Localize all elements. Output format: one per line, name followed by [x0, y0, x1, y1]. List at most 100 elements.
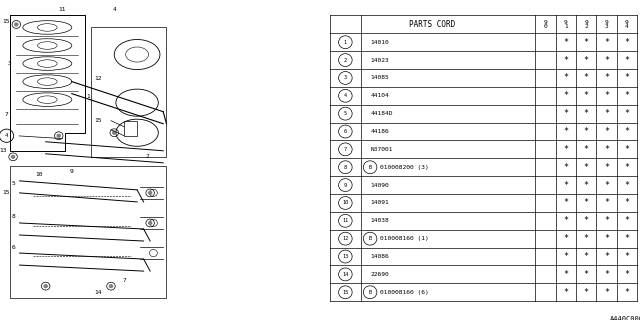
- Text: *: *: [604, 38, 609, 47]
- Text: *: *: [563, 198, 568, 207]
- Text: 14091: 14091: [371, 200, 390, 205]
- Circle shape: [148, 191, 152, 195]
- Text: *: *: [624, 145, 629, 154]
- Text: 13: 13: [342, 254, 349, 259]
- Text: *: *: [563, 270, 568, 279]
- Text: *: *: [624, 163, 629, 172]
- Text: 9
1: 9 1: [564, 20, 568, 29]
- Text: *: *: [604, 91, 609, 100]
- Text: 7: 7: [344, 147, 347, 152]
- Text: *: *: [624, 180, 629, 189]
- Text: 15: 15: [3, 19, 10, 24]
- Text: *: *: [563, 109, 568, 118]
- Text: *: *: [624, 270, 629, 279]
- Bar: [10, 166, 166, 298]
- Text: 10: 10: [35, 172, 43, 177]
- Text: PARTS CORD: PARTS CORD: [410, 20, 456, 29]
- Text: 10: 10: [342, 200, 349, 205]
- Text: *: *: [584, 145, 589, 154]
- Circle shape: [11, 155, 15, 159]
- Text: 9
4: 9 4: [625, 20, 628, 29]
- Text: *: *: [604, 163, 609, 172]
- Text: *: *: [584, 216, 589, 225]
- Circle shape: [14, 22, 19, 27]
- Text: *: *: [563, 216, 568, 225]
- Text: 9
3: 9 3: [605, 20, 608, 29]
- Text: *: *: [624, 198, 629, 207]
- Text: B: B: [369, 290, 372, 295]
- Circle shape: [109, 284, 113, 288]
- Text: 2: 2: [145, 154, 148, 159]
- Text: 15: 15: [3, 190, 10, 196]
- Text: *: *: [563, 127, 568, 136]
- Text: 14: 14: [342, 272, 349, 277]
- Text: 6: 6: [11, 244, 15, 250]
- Text: B: B: [369, 236, 372, 241]
- Text: *: *: [624, 127, 629, 136]
- Text: *: *: [563, 56, 568, 65]
- Text: *: *: [584, 38, 589, 47]
- Text: *: *: [563, 180, 568, 189]
- Text: 4: 4: [5, 133, 8, 138]
- Text: 11: 11: [58, 7, 66, 12]
- Text: 14086: 14086: [371, 254, 390, 259]
- Text: *: *: [604, 73, 609, 83]
- Text: *: *: [584, 163, 589, 172]
- Text: B: B: [369, 165, 372, 170]
- Text: *: *: [563, 145, 568, 154]
- Text: N37001: N37001: [371, 147, 393, 152]
- Text: 3: 3: [8, 61, 12, 66]
- Text: *: *: [624, 216, 629, 225]
- Text: 1: 1: [86, 94, 90, 99]
- Text: A440C00078: A440C00078: [610, 316, 640, 320]
- Text: *: *: [563, 38, 568, 47]
- Text: 14038: 14038: [371, 218, 390, 223]
- Text: 5: 5: [344, 111, 347, 116]
- Text: 13: 13: [0, 148, 7, 153]
- Text: *: *: [604, 234, 609, 243]
- Text: *: *: [584, 180, 589, 189]
- Text: *: *: [604, 288, 609, 297]
- Text: *: *: [563, 288, 568, 297]
- Text: *: *: [604, 56, 609, 65]
- Text: 12: 12: [94, 76, 102, 81]
- Text: *: *: [604, 145, 609, 154]
- Text: *: *: [604, 180, 609, 189]
- Text: *: *: [624, 73, 629, 83]
- Text: 2: 2: [344, 58, 347, 63]
- Text: *: *: [584, 198, 589, 207]
- Text: 010008160 (6): 010008160 (6): [380, 290, 428, 295]
- Text: *: *: [584, 270, 589, 279]
- Text: *: *: [563, 73, 568, 83]
- Text: 6: 6: [344, 129, 347, 134]
- Bar: [92, 28, 166, 157]
- Text: *: *: [624, 288, 629, 297]
- Text: 9
0: 9 0: [544, 20, 547, 29]
- Text: 44184D: 44184D: [371, 111, 393, 116]
- Text: *: *: [584, 56, 589, 65]
- Text: 12: 12: [342, 236, 349, 241]
- Text: *: *: [563, 91, 568, 100]
- Text: *: *: [584, 91, 589, 100]
- Text: 14090: 14090: [371, 183, 390, 188]
- Text: 8: 8: [11, 214, 15, 220]
- Text: 14023: 14023: [371, 58, 390, 63]
- Text: 9
2: 9 2: [584, 20, 588, 29]
- Text: 44104: 44104: [371, 93, 390, 98]
- Text: *: *: [563, 252, 568, 261]
- Text: 4: 4: [113, 7, 116, 12]
- Text: *: *: [563, 234, 568, 243]
- Text: *: *: [624, 109, 629, 118]
- Text: *: *: [624, 252, 629, 261]
- Text: *: *: [563, 163, 568, 172]
- Text: 11: 11: [342, 218, 349, 223]
- Text: *: *: [584, 127, 589, 136]
- Text: *: *: [604, 109, 609, 118]
- Text: 7: 7: [122, 278, 126, 283]
- Text: 3: 3: [344, 76, 347, 80]
- Text: 14010: 14010: [371, 40, 390, 45]
- Text: 4: 4: [344, 93, 347, 98]
- Text: *: *: [604, 252, 609, 261]
- Circle shape: [112, 131, 116, 135]
- Text: 14085: 14085: [371, 76, 390, 80]
